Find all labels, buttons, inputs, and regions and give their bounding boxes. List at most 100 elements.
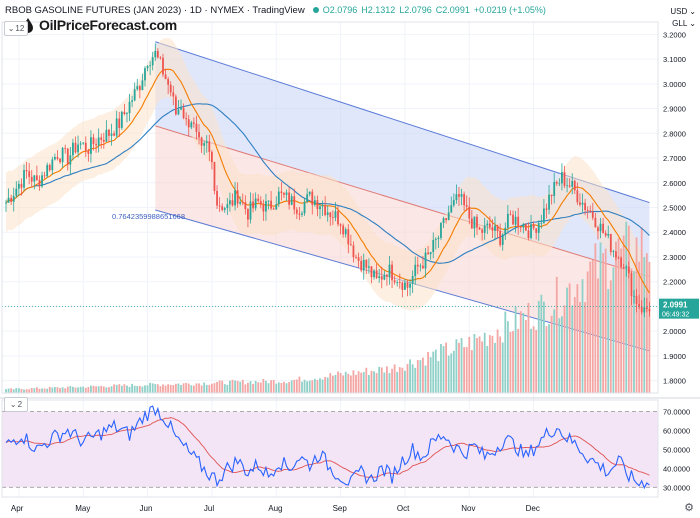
volume-bar [645, 253, 648, 393]
volume-bar [555, 276, 558, 393]
volume-bar [319, 378, 321, 393]
volume-bar [442, 346, 445, 393]
high-value: H2.1312 [361, 5, 396, 15]
volume-bar [216, 381, 218, 393]
volume-bar [519, 311, 522, 393]
candle-body [7, 197, 10, 203]
candle-body [416, 264, 419, 267]
volume-bar [465, 347, 468, 393]
candle-body [365, 259, 368, 268]
candle-body [347, 229, 350, 245]
rsi-collapse-button[interactable]: ⌄ 2 [4, 397, 28, 412]
volume-bar [102, 386, 105, 393]
unit-label: GLL [672, 19, 688, 28]
candle-body [504, 227, 507, 235]
candle-body [128, 101, 131, 114]
candle-body [545, 208, 548, 210]
candle-body [90, 137, 92, 154]
candle-body [357, 257, 360, 261]
volume-bar [35, 387, 38, 393]
volume-bar [239, 381, 242, 393]
volume-bar [627, 225, 630, 393]
candle-body [329, 212, 332, 218]
candle-body [66, 148, 69, 165]
candle-body [324, 205, 327, 216]
indicator-count: 12 [15, 24, 25, 33]
candle-body [87, 150, 90, 154]
channel-mid-line [155, 125, 650, 278]
candle-body [584, 202, 586, 210]
volume-bar [262, 378, 265, 393]
volume-bar [187, 383, 190, 393]
volume-bar [602, 253, 605, 393]
candle-body [455, 194, 458, 201]
rsi-pane[interactable] [2, 405, 658, 490]
currency-selector[interactable]: USD ⌄ [670, 7, 696, 16]
volume-bar [458, 342, 460, 393]
volume-bar [293, 379, 296, 393]
volume-bar [169, 384, 172, 393]
volume-bar [362, 372, 365, 393]
collapse-indicators-button[interactable]: ⌄ 12 [4, 21, 28, 36]
candle-body [561, 172, 563, 184]
volume-bar [422, 357, 424, 393]
gear-icon[interactable]: ⚙ [684, 502, 694, 514]
chevron-down-icon: ⌄ [689, 19, 696, 28]
volume-bar [452, 350, 455, 393]
volume-bar [396, 371, 399, 393]
volume-bar [275, 383, 278, 393]
candle-body [174, 96, 177, 115]
candle-body [151, 57, 154, 66]
volume-bar [344, 371, 347, 393]
candle-body [373, 270, 375, 278]
candle-body [506, 213, 509, 228]
candle-body [633, 295, 635, 297]
volume-bar [491, 335, 494, 393]
volume-bar [334, 374, 337, 393]
volume-bar [231, 379, 234, 393]
currency-label: USD [670, 7, 688, 16]
candle-body [303, 201, 306, 214]
volume-bar [131, 383, 134, 393]
volume-bar [365, 367, 368, 393]
volume-bar [532, 326, 535, 393]
volume-bar [133, 385, 136, 393]
candle-body [10, 197, 13, 202]
candle-body [23, 170, 25, 188]
volume-bar [599, 242, 602, 393]
candle-body [43, 175, 46, 177]
volume-bar [141, 386, 144, 393]
candle-body [41, 175, 43, 187]
volume-bar [138, 385, 141, 393]
volume-bar [440, 343, 442, 393]
candle-body [216, 191, 218, 206]
volume-bar [311, 380, 314, 393]
volume-bar [136, 386, 139, 393]
volume-bar [447, 355, 450, 393]
candle-body [450, 205, 453, 213]
volume-bar [223, 384, 226, 393]
price-tick-label: 2.6000 [663, 179, 686, 188]
volume-bar [349, 375, 352, 393]
candle-body [283, 192, 285, 195]
volume-bar [517, 328, 520, 393]
candle-body [355, 257, 357, 258]
volume-bar [38, 388, 41, 393]
candle-body [429, 252, 432, 255]
candle-body [223, 208, 226, 210]
candle-body [640, 306, 643, 313]
volume-bar [272, 379, 275, 393]
candle-body [591, 211, 594, 218]
unit-selector[interactable]: GLL ⌄ [672, 19, 696, 28]
volume-bar [615, 255, 617, 393]
symbol-title[interactable]: RBOB GASOLINE FUTURES (JAN 2023) · 1D · … [5, 4, 305, 16]
volume-bar [537, 300, 540, 393]
candle-body [370, 266, 373, 278]
candle-body [602, 223, 605, 233]
candle-body [102, 139, 105, 142]
volume-bar [463, 347, 466, 393]
volume-bar [100, 385, 103, 393]
candle-body [167, 79, 170, 85]
candle-body [5, 202, 7, 204]
